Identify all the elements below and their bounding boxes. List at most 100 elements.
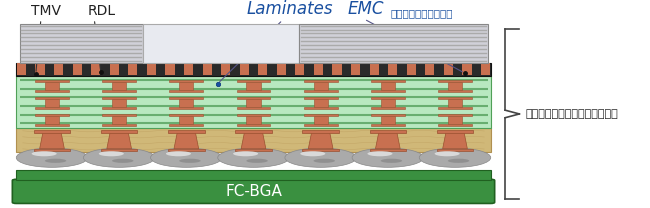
Ellipse shape: [45, 159, 66, 163]
Ellipse shape: [112, 159, 133, 163]
Bar: [16, 128, 491, 152]
Text: TMV: TMV: [31, 4, 61, 18]
Bar: [35, 80, 69, 82]
Bar: [35, 107, 69, 109]
Bar: [168, 130, 205, 132]
Bar: [184, 63, 193, 75]
Bar: [240, 63, 249, 75]
Bar: [102, 107, 136, 109]
Bar: [16, 170, 491, 181]
Bar: [444, 63, 453, 75]
Bar: [170, 90, 203, 92]
Bar: [304, 107, 337, 109]
Bar: [313, 99, 328, 107]
Bar: [112, 82, 126, 90]
Bar: [481, 63, 490, 75]
Bar: [54, 63, 63, 75]
Ellipse shape: [32, 151, 57, 156]
Text: Laminates: Laminates: [247, 0, 333, 18]
Bar: [20, 24, 143, 63]
Bar: [371, 124, 405, 126]
Ellipse shape: [16, 148, 88, 167]
Bar: [235, 130, 272, 132]
Bar: [437, 149, 473, 151]
Ellipse shape: [83, 148, 155, 167]
Bar: [102, 114, 136, 116]
Bar: [304, 80, 337, 82]
Bar: [437, 130, 473, 132]
Bar: [237, 124, 270, 126]
Bar: [448, 116, 462, 124]
Ellipse shape: [435, 151, 460, 156]
Bar: [112, 116, 126, 124]
Polygon shape: [107, 132, 131, 149]
Bar: [237, 80, 270, 82]
Ellipse shape: [246, 159, 268, 163]
Bar: [36, 63, 45, 75]
Ellipse shape: [179, 159, 201, 163]
Bar: [371, 107, 405, 109]
Bar: [147, 63, 156, 75]
Bar: [73, 63, 82, 75]
Bar: [102, 124, 136, 126]
Bar: [102, 90, 136, 92]
Text: EMC: EMC: [348, 0, 384, 18]
FancyBboxPatch shape: [12, 179, 495, 203]
Bar: [438, 97, 472, 99]
Bar: [407, 63, 416, 75]
Bar: [333, 63, 342, 75]
Bar: [313, 116, 328, 124]
Polygon shape: [40, 132, 64, 149]
Bar: [110, 63, 119, 75]
Bar: [237, 114, 270, 116]
Ellipse shape: [367, 151, 393, 156]
Ellipse shape: [151, 148, 222, 167]
Bar: [462, 63, 471, 75]
Bar: [313, 82, 328, 90]
Bar: [438, 124, 472, 126]
Bar: [170, 114, 203, 116]
Bar: [45, 99, 59, 107]
Bar: [258, 63, 267, 75]
Bar: [34, 130, 70, 132]
Text: RDL: RDL: [88, 4, 116, 18]
Bar: [237, 97, 270, 99]
Bar: [34, 149, 70, 151]
Bar: [35, 124, 69, 126]
Bar: [314, 63, 323, 75]
Bar: [16, 63, 491, 76]
Bar: [170, 124, 203, 126]
Bar: [235, 149, 272, 151]
Bar: [425, 63, 434, 75]
Bar: [16, 76, 491, 128]
Polygon shape: [308, 132, 333, 149]
Bar: [448, 82, 462, 90]
Bar: [246, 82, 261, 90]
Bar: [237, 107, 270, 109]
Bar: [381, 116, 395, 124]
Bar: [45, 116, 59, 124]
Bar: [371, 80, 405, 82]
Bar: [438, 90, 472, 92]
Ellipse shape: [448, 159, 469, 163]
Bar: [302, 130, 339, 132]
Bar: [277, 63, 286, 75]
Bar: [438, 80, 472, 82]
Polygon shape: [376, 132, 400, 149]
Ellipse shape: [233, 151, 258, 156]
Polygon shape: [443, 132, 467, 149]
Bar: [371, 97, 405, 99]
Bar: [304, 90, 337, 92]
Bar: [102, 80, 136, 82]
Bar: [246, 99, 261, 107]
Bar: [221, 63, 230, 75]
Bar: [45, 82, 59, 90]
Polygon shape: [241, 132, 266, 149]
Bar: [371, 90, 405, 92]
Bar: [351, 63, 360, 75]
Bar: [101, 149, 137, 151]
Bar: [179, 82, 194, 90]
Bar: [295, 63, 304, 75]
Bar: [168, 149, 205, 151]
Bar: [170, 80, 203, 82]
